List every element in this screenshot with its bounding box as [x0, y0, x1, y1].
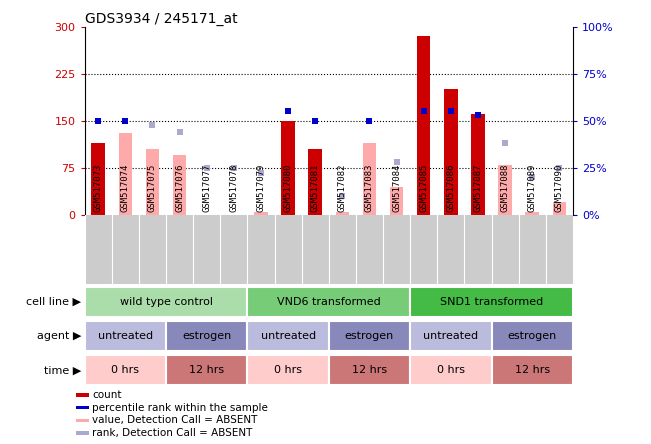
Bar	[166, 321, 247, 351]
Text: rank, Detection Call = ABSENT: rank, Detection Call = ABSENT	[92, 428, 253, 438]
Bar	[76, 419, 89, 422]
Bar	[329, 355, 410, 385]
Text: VND6 transformed: VND6 transformed	[277, 297, 381, 307]
Bar	[173, 155, 186, 215]
Bar	[553, 202, 566, 215]
Bar	[329, 321, 410, 351]
Text: value, Detection Call = ABSENT: value, Detection Call = ABSENT	[92, 416, 257, 425]
Text: time ▶: time ▶	[44, 365, 81, 375]
Text: 12 hrs: 12 hrs	[189, 365, 224, 375]
Bar	[76, 406, 89, 409]
Bar	[281, 121, 295, 215]
Text: estrogen: estrogen	[508, 331, 557, 341]
Text: 0 hrs: 0 hrs	[111, 365, 139, 375]
Text: 12 hrs: 12 hrs	[352, 365, 387, 375]
Text: wild type control: wild type control	[120, 297, 212, 307]
Bar	[492, 321, 573, 351]
Bar	[410, 355, 492, 385]
Bar	[146, 149, 159, 215]
Bar	[76, 393, 89, 396]
Bar	[498, 165, 512, 215]
Bar	[91, 143, 105, 215]
Text: estrogen: estrogen	[182, 331, 231, 341]
Bar	[247, 355, 329, 385]
Bar	[335, 212, 349, 215]
Bar	[525, 212, 539, 215]
Text: agent ▶: agent ▶	[37, 331, 81, 341]
Bar	[247, 321, 329, 351]
Bar	[76, 432, 89, 435]
Bar	[247, 287, 410, 317]
Bar	[85, 287, 247, 317]
Bar	[166, 355, 247, 385]
Bar	[85, 321, 166, 351]
Text: cell line ▶: cell line ▶	[27, 297, 81, 307]
Bar	[417, 36, 430, 215]
Text: untreated: untreated	[260, 331, 316, 341]
Bar	[410, 287, 573, 317]
Bar	[492, 355, 573, 385]
Text: SND1 transformed: SND1 transformed	[440, 297, 543, 307]
Bar	[471, 115, 485, 215]
Bar	[85, 355, 166, 385]
Text: 12 hrs: 12 hrs	[515, 365, 549, 375]
Text: estrogen: estrogen	[345, 331, 394, 341]
Bar	[363, 143, 376, 215]
Text: GDS3934 / 245171_at: GDS3934 / 245171_at	[85, 12, 237, 26]
Bar	[309, 149, 322, 215]
Bar	[444, 89, 458, 215]
Text: count: count	[92, 390, 122, 400]
Bar	[254, 212, 268, 215]
Text: percentile rank within the sample: percentile rank within the sample	[92, 403, 268, 412]
Bar	[410, 321, 492, 351]
Bar	[390, 186, 404, 215]
Bar	[118, 133, 132, 215]
Text: 0 hrs: 0 hrs	[437, 365, 465, 375]
Text: untreated: untreated	[423, 331, 478, 341]
Text: untreated: untreated	[98, 331, 153, 341]
Text: 0 hrs: 0 hrs	[274, 365, 302, 375]
